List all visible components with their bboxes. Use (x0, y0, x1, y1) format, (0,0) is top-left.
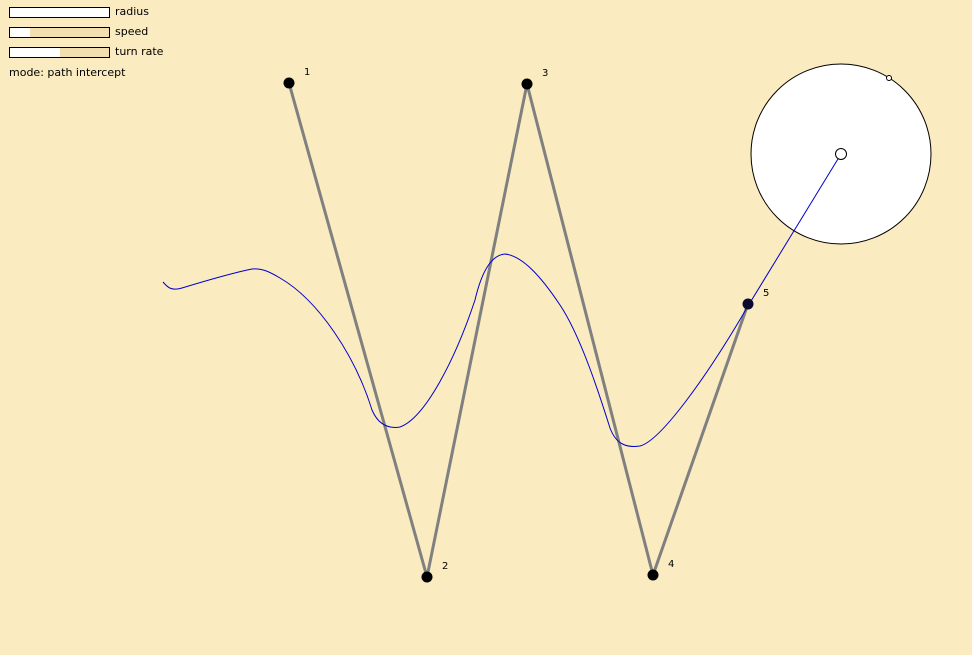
path-segment-1-2 (287, 82, 429, 578)
mode-value: path intercept (47, 66, 126, 79)
turn-rate-control: turn rate (9, 45, 163, 59)
waypoint-1[interactable] (283, 77, 295, 89)
waypoint-4[interactable] (647, 569, 659, 581)
waypoint-label-5: 5 (763, 288, 769, 299)
speed-label: speed (115, 25, 149, 38)
turn-rate-slider[interactable] (9, 46, 110, 58)
waypoints: 1 2 3 4 5 (283, 67, 769, 583)
waypoint-label-4: 4 (668, 559, 674, 570)
speed-slider-fill (10, 27, 30, 37)
turn-rate-slider-fill (10, 47, 60, 57)
waypoint-label-3: 3 (542, 68, 548, 79)
radius-slider[interactable] (9, 6, 110, 18)
radius-control: radius (9, 5, 149, 19)
vehicle-trail (162, 153, 842, 447)
path-segment-3-4 (525, 83, 655, 576)
waypoint-3[interactable] (521, 78, 533, 90)
waypoint-label-1: 1 (304, 67, 310, 78)
waypoint-2[interactable] (421, 571, 433, 583)
turn-rate-label: turn rate (115, 45, 164, 58)
vehicle-marker[interactable] (835, 148, 847, 160)
mode-indicator: mode: path intercept (9, 66, 125, 80)
path-segment-4-5 (651, 303, 750, 576)
waypoint-label-2: 2 (442, 561, 448, 572)
radius-handle[interactable] (886, 75, 892, 81)
radius-slider-fill (10, 7, 109, 17)
speed-slider[interactable] (9, 26, 110, 38)
speed-control: speed (9, 25, 148, 39)
mode-prefix: mode: (9, 66, 44, 79)
path-segments (287, 82, 750, 578)
path-segment-2-3 (425, 83, 529, 578)
waypoint-5[interactable] (742, 298, 754, 310)
radius-label: radius (115, 5, 150, 18)
